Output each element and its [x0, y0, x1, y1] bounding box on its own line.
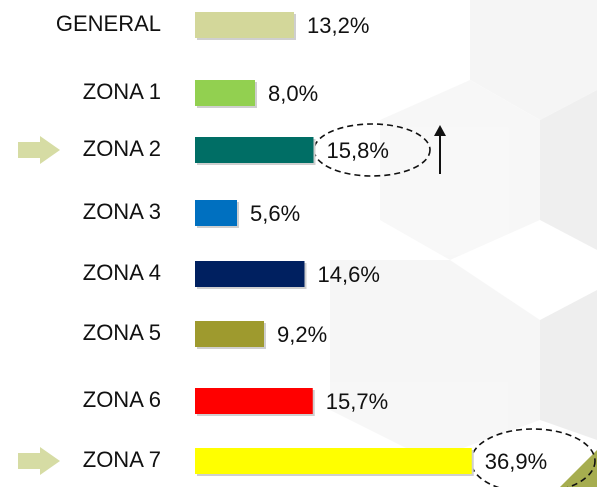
corner-shape [560, 450, 597, 487]
bar [195, 200, 237, 226]
bar [195, 80, 255, 106]
bar [195, 261, 305, 287]
background-cubes [330, 0, 597, 460]
value-label: 15,8% [327, 138, 389, 163]
category-label: ZONA 1 [83, 79, 161, 104]
up-arrow-head [434, 125, 446, 136]
category-label: ZONA 4 [83, 260, 161, 285]
pointer-arrow [18, 136, 60, 164]
highlight-ellipse [313, 123, 431, 177]
value-label: 13,2% [307, 13, 369, 38]
bar [195, 12, 294, 38]
value-label: 14,6% [318, 262, 380, 287]
category-label: ZONA 5 [83, 320, 161, 345]
bar [195, 448, 472, 474]
category-label: ZONA 3 [83, 199, 161, 224]
value-label: 8,0% [268, 81, 318, 106]
category-label: GENERAL [56, 11, 161, 36]
value-label: 5,6% [250, 201, 300, 226]
value-label: 36,9% [485, 449, 547, 474]
bar [195, 137, 314, 163]
value-label: 15,7% [326, 389, 388, 414]
category-label: ZONA 7 [83, 447, 161, 472]
category-label: ZONA 2 [83, 136, 161, 161]
pointer-arrow [18, 447, 60, 475]
value-label: 9,2% [277, 322, 327, 347]
bar [195, 321, 264, 347]
bar [195, 388, 313, 414]
category-label: ZONA 6 [83, 387, 161, 412]
